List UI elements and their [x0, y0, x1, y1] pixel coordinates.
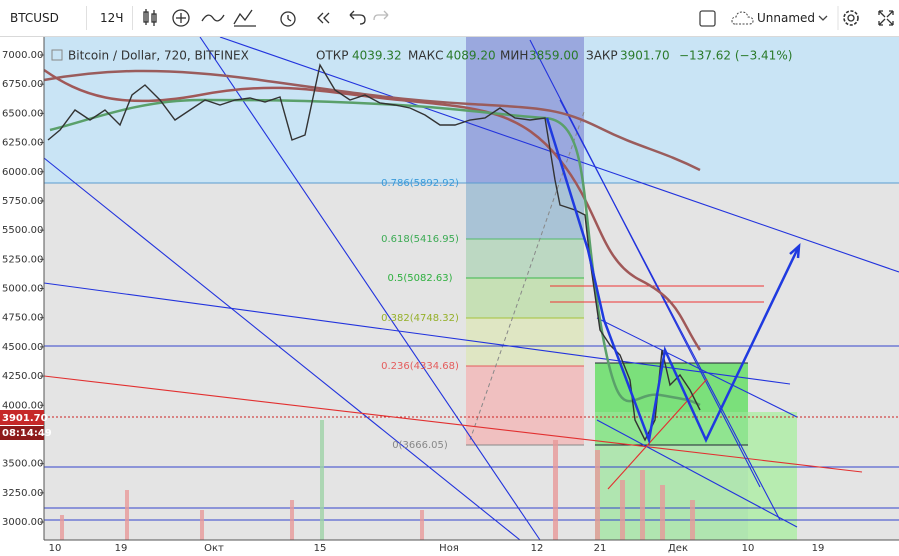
toolbar-icons — [143, 9, 389, 27]
fib-zone — [466, 318, 584, 366]
price-tick-label: 6500.00 — [2, 108, 43, 119]
fib-label: 0(3666.05) — [392, 440, 448, 451]
levels — [44, 182, 899, 521]
price-tick-label: 6000.00 — [2, 167, 43, 178]
price-tick-label: 5000.00 — [2, 284, 43, 295]
price-tick-label: 4500.00 — [2, 342, 43, 353]
last-price: 3901.70 — [2, 413, 48, 424]
legend-open: 4039.32 — [352, 49, 402, 63]
indicator-icon[interactable] — [172, 9, 190, 27]
ma-long — [43, 69, 701, 172]
time-tick-label: 15 — [314, 543, 327, 554]
legend-title: Bitcoin / Dollar, 720, BITFINEX — [68, 49, 249, 63]
cloud-icon — [731, 11, 754, 25]
price-tick-label: 5750.00 — [2, 196, 43, 207]
time-tick-label: 12 — [531, 543, 544, 554]
fib-zone — [466, 37, 584, 183]
price-line — [47, 63, 701, 442]
fib-zone — [466, 239, 584, 278]
separator — [132, 6, 133, 30]
undo-icon[interactable] — [349, 10, 366, 25]
time-tick-label: 21 — [594, 543, 607, 554]
arrow-head — [789, 242, 801, 259]
legend-open-label: ОТКР — [316, 49, 349, 63]
time-axis — [44, 540, 899, 556]
legend-low: 3859.00 — [529, 49, 579, 63]
legend-high: 4089.20 — [446, 49, 496, 63]
right-icons — [818, 6, 894, 30]
price-tick-label: 6250.00 — [2, 138, 43, 149]
countdown: 08:14:49 — [2, 428, 52, 439]
legend-change: −137.62 (−3.41%) — [679, 49, 792, 63]
fib-zone — [466, 278, 584, 318]
time-tick-label: Дек — [668, 543, 688, 554]
projection — [545, 117, 801, 445]
time-tick-label: 19 — [812, 543, 825, 554]
price-tick-label: 3500.00 — [2, 459, 43, 470]
price-tick-label: 3000.00 — [2, 517, 43, 528]
time-tick-label: Ноя — [439, 543, 459, 554]
compare-icon[interactable] — [201, 14, 225, 22]
price-tick-label: 4750.00 — [2, 313, 43, 324]
time-tick-label: 10 — [49, 543, 62, 554]
templates-icon[interactable] — [233, 9, 256, 27]
time-tick-label: 10 — [742, 543, 755, 554]
settings-icon[interactable] — [843, 10, 859, 26]
toolbar: BTCUSD 12Ч Unnamed — [0, 0, 899, 37]
countdown-badge — [0, 426, 44, 440]
time-tick-label: 19 — [115, 543, 128, 554]
chart: 7000.00 6750.00 6500.00 6250.00 6000.00 5750.… — [0, 37, 899, 556]
fib-label: 0.382(4748.32) — [381, 313, 459, 324]
fib-label: 0.786(5892.92) — [381, 178, 459, 189]
price-tick-label: 6750.00 — [2, 79, 43, 90]
alert-icon[interactable] — [280, 11, 296, 27]
price-tick-label: 7000.00 — [2, 50, 43, 61]
legend-low-label: МИН — [500, 49, 528, 63]
target-zone — [748, 412, 797, 540]
price-tick-label: 4250.00 — [2, 371, 43, 382]
fib-label: 0.236(4334.68) — [381, 361, 459, 372]
volume — [60, 420, 695, 540]
checkbox[interactable] — [695, 0, 725, 36]
price-axis — [0, 37, 44, 556]
last-price-badge — [0, 410, 44, 425]
replay-icon[interactable] — [317, 12, 330, 24]
time-tick-label: Окт — [204, 543, 224, 554]
legend-high-label: МАКС — [408, 49, 443, 63]
fib-label: 0.618(5416.95) — [381, 234, 459, 245]
collapse-icon[interactable] — [51, 49, 63, 61]
price-tick-label: 5500.00 — [2, 225, 43, 236]
fib-zone — [466, 366, 584, 445]
fib-label: 0.5(5082.63) — [387, 273, 452, 284]
layout-name[interactable]: Unnamed — [757, 11, 816, 25]
redo-icon — [373, 10, 389, 21]
legend-close: 3901.70 — [620, 49, 670, 63]
interval[interactable]: 12Ч — [100, 11, 124, 25]
ma-mid — [43, 68, 702, 351]
fullscreen-icon[interactable] — [878, 10, 894, 26]
price-tick-label: 3250.00 — [2, 488, 43, 499]
legend-close-label: ЗАКР — [586, 49, 618, 63]
symbol[interactable]: BTCUSD — [10, 11, 59, 25]
fib-zone — [466, 183, 584, 239]
separator — [86, 6, 87, 30]
price-tick-label: 4000.00 — [2, 400, 43, 411]
price-tick-label: 5250.00 — [2, 254, 43, 265]
candles-icon[interactable] — [143, 9, 157, 26]
